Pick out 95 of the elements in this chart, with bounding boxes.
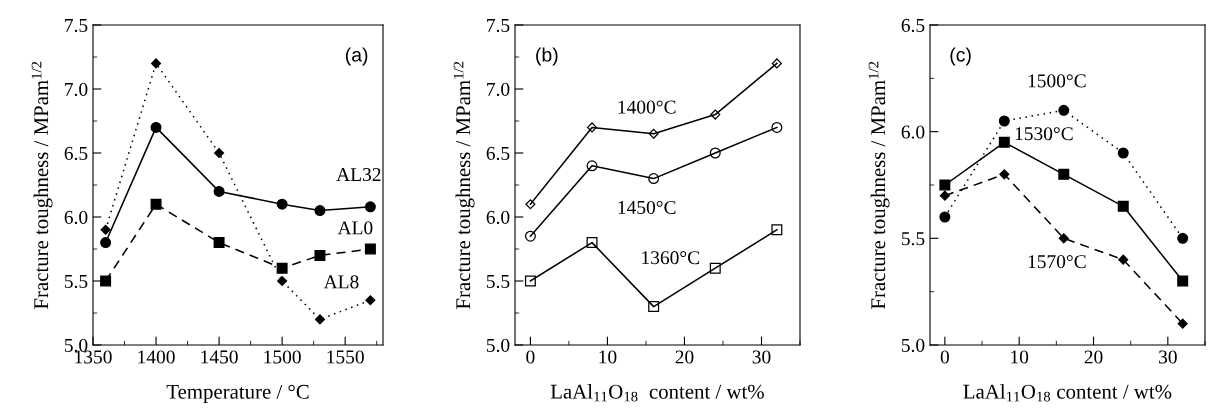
y-tick-label: 7.5 bbox=[65, 19, 88, 33]
y-tick-label: 5.0 bbox=[64, 338, 88, 353]
x-tick-label: 1450 bbox=[201, 350, 238, 364]
point bbox=[771, 121, 783, 133]
point bbox=[1177, 232, 1189, 244]
point bbox=[365, 295, 376, 306]
point bbox=[276, 262, 288, 274]
series-label: 1530°C bbox=[1015, 127, 1073, 141]
point bbox=[1058, 104, 1070, 116]
series-label: 1570°C bbox=[1028, 255, 1086, 269]
point bbox=[314, 314, 326, 325]
x-tick-label: 0 bbox=[526, 350, 535, 364]
point bbox=[998, 136, 1010, 148]
x-axis-title: LaAl$_{11}$O$_{18}$ content / wt% bbox=[963, 384, 1172, 402]
series-label: 1400°C bbox=[618, 100, 676, 114]
y-tick-label: 6.0 bbox=[486, 210, 510, 225]
series-label: AL0 bbox=[337, 221, 373, 235]
annotation: (b) bbox=[536, 47, 558, 66]
point bbox=[364, 201, 376, 213]
point bbox=[939, 190, 950, 201]
y-tick-label: 7.0 bbox=[65, 82, 88, 97]
x-tick-label: 20 bbox=[675, 350, 694, 364]
x-tick-label: 10 bbox=[599, 350, 617, 364]
point bbox=[213, 185, 225, 197]
point bbox=[1058, 168, 1070, 180]
y-tick-label: 5.0 bbox=[901, 338, 925, 353]
x-tick-label: 10 bbox=[1011, 350, 1029, 364]
point bbox=[710, 109, 721, 120]
y-tick-label: 5.5 bbox=[64, 275, 88, 289]
x-tick-label: 20 bbox=[1084, 350, 1103, 364]
x-axis-title: LaAl$_{11}$O$_{18}$ content / wt% bbox=[550, 384, 764, 402]
point bbox=[586, 160, 598, 172]
series-label: AL8 bbox=[323, 275, 359, 289]
point bbox=[364, 243, 376, 255]
point bbox=[150, 58, 162, 69]
y-tick-label: 5.0 bbox=[486, 338, 510, 353]
point bbox=[998, 115, 1010, 127]
y-tick-label: 6.0 bbox=[64, 210, 88, 225]
x-tick-label: 1400 bbox=[138, 350, 175, 364]
y-tick-label: 6.5 bbox=[486, 146, 510, 161]
point bbox=[150, 121, 162, 133]
y-axis-title: Fracture toughness / MPam$^{1/2}$ bbox=[31, 61, 53, 309]
point bbox=[314, 205, 326, 217]
point bbox=[277, 275, 288, 287]
series-label: 1450°C bbox=[618, 200, 676, 215]
y-tick-label: 7.5 bbox=[487, 19, 510, 33]
point bbox=[771, 58, 782, 69]
x-tick-label: 0 bbox=[940, 350, 949, 364]
point bbox=[709, 262, 721, 274]
point bbox=[648, 173, 660, 185]
point bbox=[771, 224, 783, 236]
point bbox=[524, 275, 536, 287]
point bbox=[314, 249, 326, 261]
series-label: AL32 bbox=[336, 168, 381, 182]
point bbox=[524, 230, 536, 242]
x-tick-label: 30 bbox=[752, 350, 771, 364]
y-tick-label: 6.5 bbox=[64, 146, 88, 161]
point bbox=[100, 237, 112, 249]
x-tick-label: 30 bbox=[1159, 350, 1177, 364]
point bbox=[999, 169, 1010, 180]
point bbox=[1177, 318, 1188, 329]
point bbox=[586, 237, 598, 249]
point bbox=[1117, 147, 1129, 159]
point bbox=[525, 199, 536, 210]
annotation: (c) bbox=[950, 47, 971, 66]
point bbox=[100, 275, 112, 287]
y-axis-title: Fracture toughness / MPam$^{1/2}$ bbox=[868, 61, 890, 309]
point bbox=[648, 301, 660, 313]
point bbox=[276, 198, 288, 210]
point bbox=[648, 128, 659, 139]
point bbox=[214, 147, 225, 159]
annotation: (a) bbox=[345, 47, 368, 66]
series-label: 1360°C bbox=[642, 251, 700, 265]
x-tick-label: 1350 bbox=[75, 350, 112, 364]
point bbox=[586, 122, 598, 133]
x-axis-title: Temperature / °C bbox=[166, 384, 309, 404]
y-tick-label: 5.5 bbox=[486, 275, 510, 289]
y-tick-label: 6.0 bbox=[901, 125, 925, 139]
y-axis-title: Fracture toughness / MPam$^{1/2}$ bbox=[453, 61, 475, 309]
point bbox=[1117, 200, 1129, 212]
point bbox=[1177, 275, 1189, 287]
point bbox=[939, 179, 951, 191]
point bbox=[709, 147, 721, 159]
point bbox=[939, 211, 951, 223]
point bbox=[1118, 254, 1129, 265]
series-label: 1500°C bbox=[1028, 74, 1086, 88]
y-tick-label: 6.5 bbox=[901, 18, 925, 33]
x-tick-label: 1550 bbox=[327, 350, 364, 364]
x-tick-label: 1500 bbox=[264, 350, 301, 364]
point bbox=[100, 224, 111, 235]
y-tick-label: 7.0 bbox=[487, 82, 510, 97]
point bbox=[1058, 233, 1069, 244]
y-tick-label: 5.5 bbox=[901, 232, 925, 246]
point bbox=[150, 198, 162, 210]
point bbox=[213, 237, 225, 249]
